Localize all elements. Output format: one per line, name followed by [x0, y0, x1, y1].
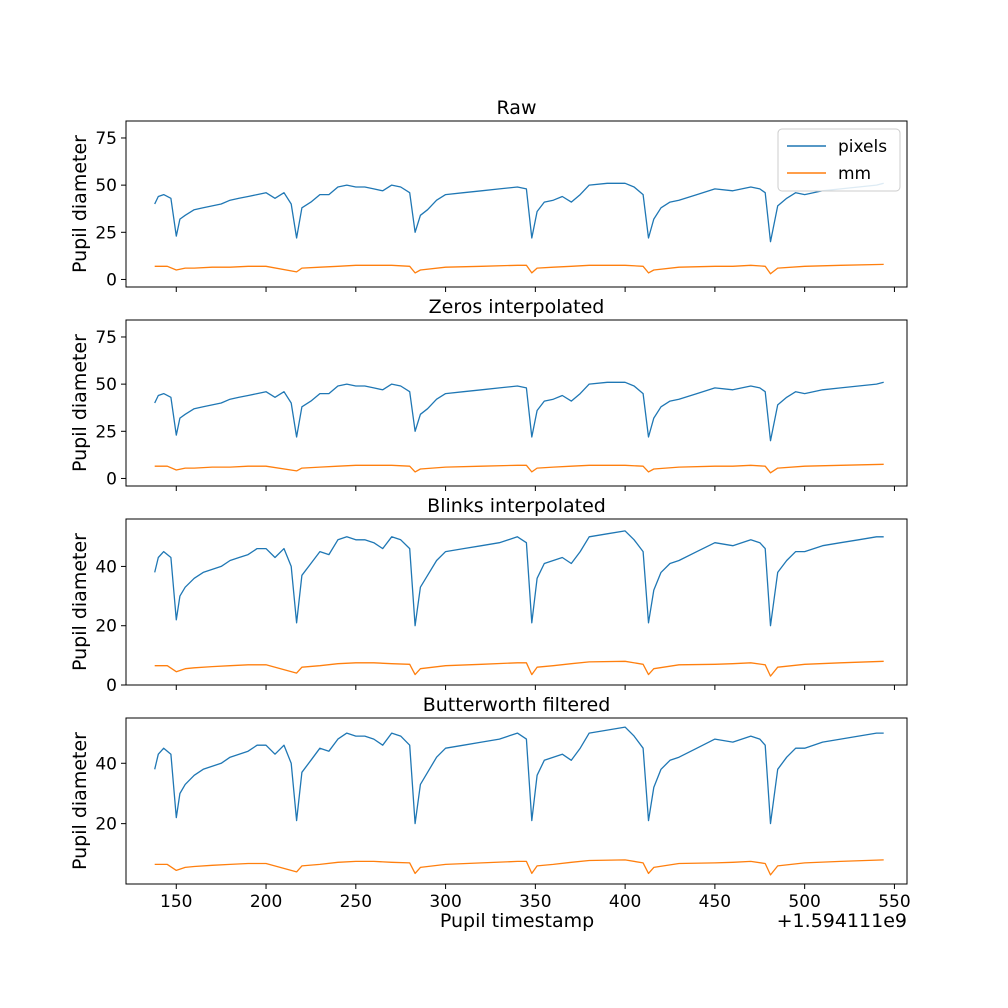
y-tick-label: 20: [95, 617, 117, 637]
series-line-pixels: [154, 726, 884, 825]
y-axis-label: Pupil diameter: [69, 334, 91, 472]
panels: 0 25 50 75 Raw Pupil diameter pixels mm 0 25 50 75 Z…: [69, 97, 911, 912]
x-tick-label: 450: [699, 892, 731, 912]
y-axis-label: Pupil diameter: [69, 533, 91, 671]
y-tick-label: 0: [106, 676, 117, 696]
y-tick-label: 50: [95, 176, 117, 196]
legend-box: [777, 128, 901, 192]
x-tick-label: 200: [250, 892, 282, 912]
y-tick-label: 20: [95, 815, 117, 835]
axes-frame: [125, 120, 908, 288]
y-tick-label: 0: [106, 270, 117, 290]
panel-title: Blinks interpolated: [427, 495, 606, 517]
series-group: [154, 530, 884, 677]
series-group: [154, 182, 884, 275]
series-line-mm: [154, 859, 884, 876]
panel-4: 150 200 250 300 350 400 450 500 550 20 40 Butterwor…: [69, 694, 911, 912]
x-tick-label: 350: [519, 892, 551, 912]
y-tick-label: 50: [95, 375, 117, 395]
y-tick-label: 75: [95, 129, 117, 149]
series-line-pixels: [154, 530, 884, 627]
x-tick-label: 550: [878, 892, 910, 912]
x-tick-label: 300: [429, 892, 461, 912]
y-tick-label: 40: [95, 557, 117, 577]
series-line-mm: [154, 660, 884, 677]
x-axis-offset-label: +1.594111e9: [777, 910, 907, 932]
axes-frame: [125, 518, 908, 686]
panel-title: Butterworth filtered: [423, 694, 611, 716]
series-line-pixels: [154, 182, 884, 243]
panel-2: 0 25 50 75 Zeros interpolated Pupil diameter: [69, 296, 908, 491]
x-tick-label: 400: [609, 892, 641, 912]
legend-label-pixels: pixels: [838, 137, 887, 157]
series-line-pixels: [154, 381, 884, 442]
axes-frame: [125, 319, 908, 487]
x-axis-label: Pupil timestamp: [440, 910, 594, 932]
y-axis-label: Pupil diameter: [69, 135, 91, 273]
axes-frame: [125, 717, 908, 885]
legend: pixels mm: [777, 128, 901, 192]
x-tick-label: 150: [160, 892, 192, 912]
y-tick-label: 25: [95, 223, 117, 243]
series-group: [154, 726, 884, 876]
series-line-mm: [154, 263, 884, 275]
panel-3: 0 20 40 Blinks interpolated Pupil diameter: [69, 495, 908, 696]
y-tick-label: 75: [95, 328, 117, 348]
panel-title: Zeros interpolated: [429, 296, 605, 318]
panel-1: 0 25 50 75 Raw Pupil diameter pixels mm: [69, 97, 908, 292]
y-tick-label: 25: [95, 422, 117, 442]
x-tick-label: 500: [788, 892, 820, 912]
y-tick-label: 40: [95, 754, 117, 774]
series-group: [154, 381, 884, 474]
y-axis-label: Pupil diameter: [69, 732, 91, 870]
y-tick-label: 0: [106, 469, 117, 489]
series-line-mm: [154, 463, 884, 474]
x-tick-label: 250: [340, 892, 372, 912]
legend-label-mm: mm: [838, 164, 871, 184]
panel-title: Raw: [497, 97, 537, 119]
